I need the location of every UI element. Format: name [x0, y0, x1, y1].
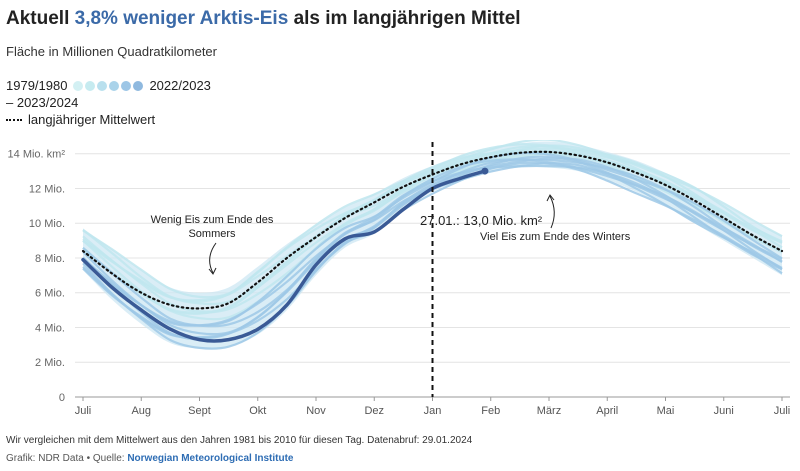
- legend-dot: [97, 80, 108, 91]
- historic-range-band: [83, 141, 782, 349]
- source-line: Grafik: NDR Data • Quelle: Norwegian Met…: [6, 453, 293, 464]
- dotted-line-icon: [6, 118, 22, 121]
- mean-line: [81, 150, 784, 310]
- legend-gradient-dots: [73, 80, 144, 91]
- title-highlight: 3,8% weniger Arktis-Eis: [74, 8, 289, 29]
- legend-mean: langjähriger Mittelwert: [6, 112, 155, 127]
- winter-arrow-head: [546, 194, 555, 202]
- legend-dot: [121, 80, 132, 91]
- y-tick-label: 6 Mio.: [35, 288, 65, 300]
- x-tick-label: März: [537, 405, 561, 417]
- current-value-dot: [481, 167, 489, 175]
- legend-start-label: 1979/1980: [6, 78, 68, 93]
- x-tick-label: April: [596, 405, 618, 417]
- legend-dot: [133, 80, 144, 91]
- x-tick-labels: Juli Aug Sept Okt Nov Dez Jan Feb März April Mai Ju…: [75, 397, 791, 417]
- x-tick-label: Aug: [131, 405, 151, 417]
- title-pre: Aktuell: [6, 8, 75, 29]
- legend-current: – 2023/2024: [6, 95, 79, 110]
- legend-dot: [73, 80, 84, 91]
- x-tick-label: Feb: [481, 405, 500, 417]
- x-tick-label: Sept: [188, 405, 211, 417]
- x-tick-label: Mai: [657, 405, 675, 417]
- chart-title: Aktuell 3,8% weniger Arktis-Eis als im l…: [6, 8, 521, 30]
- current-season-line: [81, 169, 487, 343]
- y-tick-labels: 0 2 Mio. 4 Mio. 6 Mio. 8 Mio. 10 Mio. 12 Mio. 1…: [8, 149, 66, 404]
- x-tick-label: Jan: [424, 405, 442, 417]
- y-tick-label: 12 Mio.: [29, 183, 65, 195]
- x-tick-label: Nov: [306, 405, 326, 417]
- legend-dot: [85, 80, 96, 91]
- legend-mean-label: langjähriger Mittelwert: [28, 112, 156, 127]
- legend-dot: [109, 80, 120, 91]
- title-post: als im langjährigen Mittel: [288, 8, 521, 29]
- chart-subtitle: Fläche in Millionen Quadratkilometer: [6, 44, 217, 59]
- y-tick-label: 10 Mio.: [29, 218, 65, 230]
- winter-note: Viel Eis zum Ende des Winters: [480, 231, 631, 243]
- sea-ice-chart: 0 2 Mio. 4 Mio. 6 Mio. 8 Mio. 10 Mio. 12 Mio. 1…: [8, 140, 791, 417]
- summer-note-line2: Sommers: [188, 228, 236, 240]
- season-line: [82, 143, 783, 303]
- summer-arrow: [209, 242, 217, 274]
- summer-note-line1: Wenig Eis zum Ende des: [151, 214, 274, 226]
- winter-arrow: [549, 195, 555, 229]
- legend-end-label: 2022/2023: [149, 78, 211, 93]
- range-band: [83, 141, 782, 349]
- y-tick-label: 0: [59, 392, 65, 404]
- current-value-label: 27.01.: 13,0 Mio. km²: [420, 213, 543, 228]
- summer-arrow-head: [208, 267, 217, 275]
- season-line: [82, 147, 783, 302]
- x-tick-label: Juli: [75, 405, 92, 417]
- source-prefix: Grafik: NDR Data • Quelle:: [6, 453, 128, 464]
- x-tick-label: Okt: [249, 405, 266, 417]
- x-tick-label: Juni: [714, 405, 734, 417]
- season-line: [82, 161, 783, 350]
- y-tick-label: 8 Mio.: [35, 253, 65, 265]
- season-line: [82, 164, 783, 339]
- x-tick-label: Juli: [774, 405, 791, 417]
- y-tick-label: 2 Mio.: [35, 357, 65, 369]
- y-tick-label: 4 Mio.: [35, 322, 65, 334]
- season-line: [82, 145, 783, 313]
- y-tick-label: 14 Mio. km²: [8, 149, 66, 161]
- footnote: Wir vergleichen mit dem Mittelwert aus d…: [6, 435, 473, 446]
- source-link[interactable]: Norwegian Meteorological Institute: [127, 453, 294, 464]
- legend-years: 1979/1980 2022/2023: [6, 78, 211, 93]
- x-tick-label: Dez: [364, 405, 384, 417]
